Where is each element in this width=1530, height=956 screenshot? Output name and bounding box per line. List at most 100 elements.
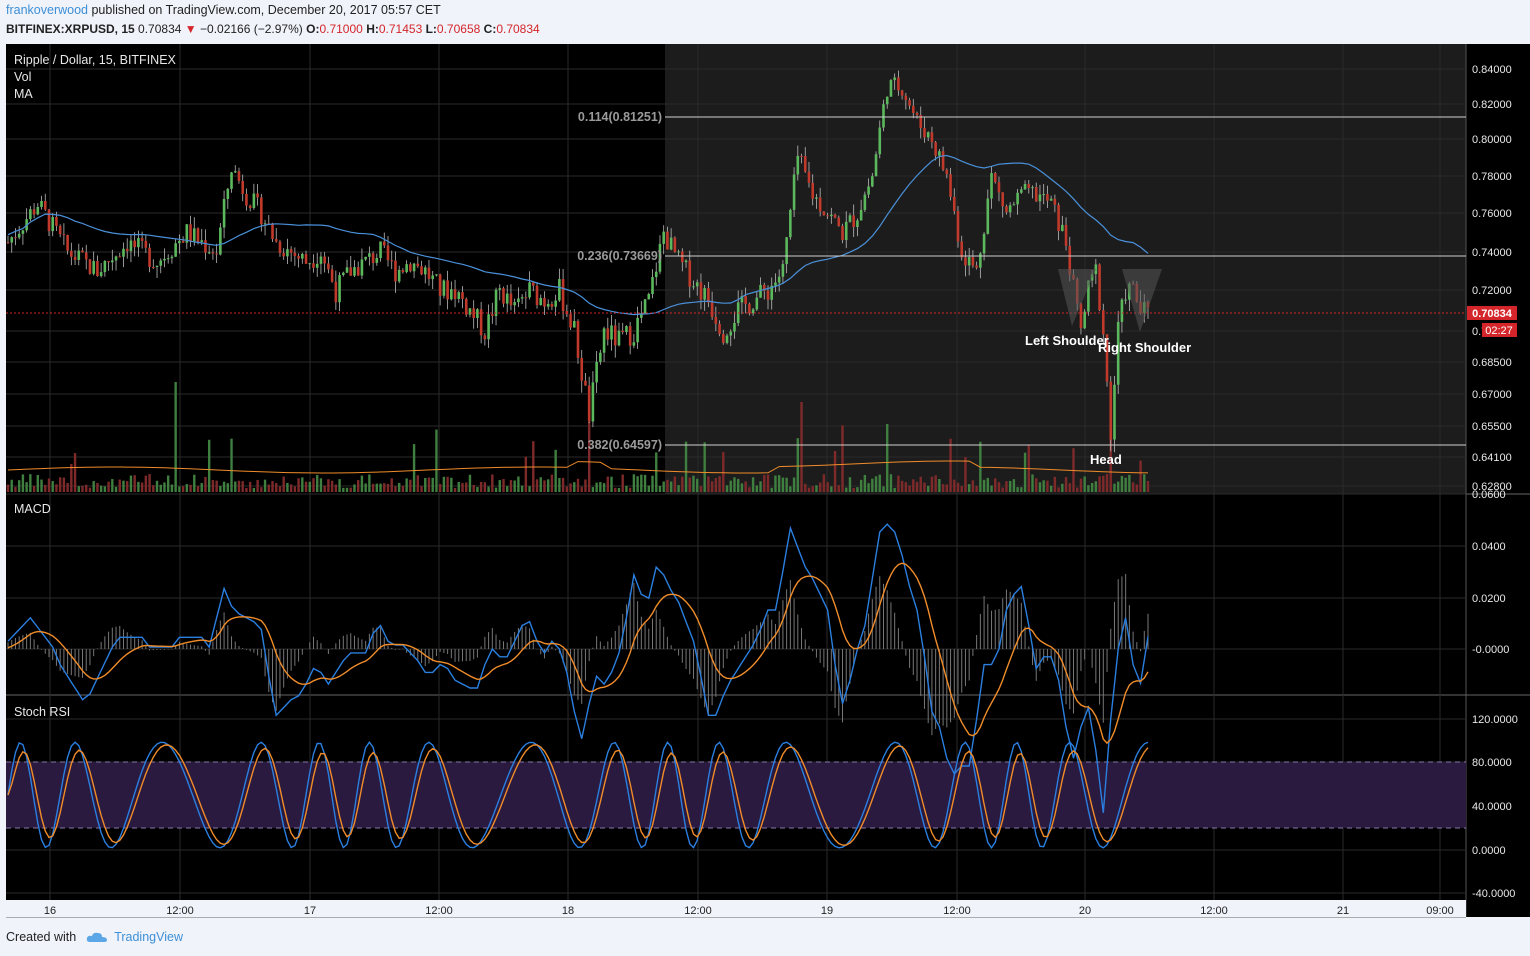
volume-bar xyxy=(446,476,449,492)
candle-body xyxy=(237,171,241,182)
price-tick-label: 0.62800 xyxy=(1472,481,1512,493)
volume-bar xyxy=(107,481,110,492)
candle-body xyxy=(911,105,915,113)
volume-bar xyxy=(1102,475,1105,492)
candle-body xyxy=(874,154,878,177)
chart-area[interactable]: 0.114(0.81251) 0.236(0.73669) 0.382(0.64… xyxy=(0,42,1530,922)
volume-bar xyxy=(207,439,211,492)
volume-bar xyxy=(789,486,792,492)
tradingview-link[interactable]: TradingView xyxy=(114,930,183,944)
volume-bar xyxy=(900,480,904,492)
volume-bar xyxy=(904,482,908,492)
volume-bar xyxy=(748,487,751,492)
candle-body xyxy=(897,77,900,91)
candle-body xyxy=(1064,224,1068,246)
candle-body xyxy=(714,316,718,324)
volume-bar xyxy=(614,487,617,492)
volume-bar xyxy=(323,485,326,492)
candle-body xyxy=(971,257,975,266)
volume-bar xyxy=(986,477,990,492)
volume-bar xyxy=(804,483,807,492)
price-tick-label: 0.72000 xyxy=(1472,285,1512,297)
volume-bar xyxy=(479,481,483,492)
ma-line xyxy=(7,154,1149,316)
candle-body xyxy=(319,256,323,264)
volume-bar xyxy=(483,482,487,492)
candle-body xyxy=(949,174,952,197)
left-shoulder-label: Left Shoulder xyxy=(1025,333,1109,348)
candle-body xyxy=(859,209,863,221)
candle-body xyxy=(1098,264,1101,311)
time-axis-background[interactable] xyxy=(6,900,1466,917)
candle-body xyxy=(62,234,66,236)
volume-bar xyxy=(1131,482,1135,492)
volume-bar xyxy=(554,449,557,492)
volume-bar xyxy=(722,452,725,492)
candle-body xyxy=(751,309,755,314)
stoch-tick-label: 80.0000 xyxy=(1472,757,1512,769)
volume-bar xyxy=(561,477,565,492)
macd-tick-label: 0.0200 xyxy=(1472,593,1506,605)
volume-bar xyxy=(994,478,997,492)
candle-body xyxy=(215,253,218,255)
macd-tick-label: 0.0400 xyxy=(1472,541,1506,553)
candle-body xyxy=(207,252,211,254)
volume-bar xyxy=(1116,481,1120,492)
volume-bar xyxy=(550,474,554,492)
volume-bar xyxy=(70,464,73,492)
volume-bar xyxy=(241,481,244,492)
ohlc-line: BITFINEX:XRPUSD, 15 0.70834 ▼ −0.02166 (… xyxy=(6,22,540,36)
volume-bar xyxy=(580,486,583,492)
price-tick-label: 0.64100 xyxy=(1472,452,1512,464)
volume-bar xyxy=(926,485,930,492)
volume-bar xyxy=(1038,482,1042,492)
candle-body xyxy=(803,156,807,172)
close-value: 0.70834 xyxy=(496,22,540,36)
candle-body xyxy=(550,303,554,307)
volume-bar xyxy=(666,479,669,492)
candle-body xyxy=(77,250,81,260)
volume-bar xyxy=(841,425,844,492)
candle-body xyxy=(800,155,803,157)
volume-bar xyxy=(148,474,151,492)
candle-body xyxy=(416,263,420,267)
volume-bar xyxy=(353,484,356,492)
candle-body xyxy=(379,241,382,258)
price-change: −0.02166 (−2.97%) xyxy=(200,22,303,36)
volume-bar xyxy=(982,479,986,492)
right-shoulder-triangle[interactable] xyxy=(1122,269,1162,332)
author-link[interactable]: frankoverwood xyxy=(6,3,88,17)
volume-bar xyxy=(584,479,587,492)
candle-body xyxy=(1120,299,1124,322)
volume-bar xyxy=(651,475,654,492)
open-label: O: xyxy=(306,22,320,36)
left-shoulder-triangle[interactable] xyxy=(1058,269,1096,326)
volume-bar xyxy=(1143,474,1146,492)
volume-bar xyxy=(491,474,494,492)
price-axis[interactable] xyxy=(1466,44,1530,917)
time-tick-label: 12:00 xyxy=(684,905,712,917)
candle-body xyxy=(830,214,833,217)
candle-body xyxy=(539,297,543,306)
candle-body xyxy=(684,260,688,263)
candle-body xyxy=(271,223,274,240)
macd-tick-labels: 0.0600 0.0400 0.0200 -0.0000 xyxy=(1472,489,1509,656)
candle-body xyxy=(382,241,386,246)
candle-body xyxy=(509,293,513,306)
candle-body xyxy=(155,265,159,268)
volume-bar xyxy=(539,477,542,492)
volume-bar xyxy=(122,480,125,492)
candle-body xyxy=(762,284,766,291)
volume-bar xyxy=(595,482,598,492)
candle-body xyxy=(904,95,908,101)
candle-body xyxy=(662,231,665,244)
volume-bar xyxy=(196,486,200,492)
candle-body xyxy=(1079,303,1083,329)
candle-body xyxy=(863,194,867,210)
candle-body xyxy=(438,274,442,296)
volume-bar xyxy=(535,479,539,492)
candle-body xyxy=(435,274,438,276)
volume-bar xyxy=(383,483,386,492)
volume-bar xyxy=(1049,485,1053,492)
candle-body xyxy=(938,151,941,156)
